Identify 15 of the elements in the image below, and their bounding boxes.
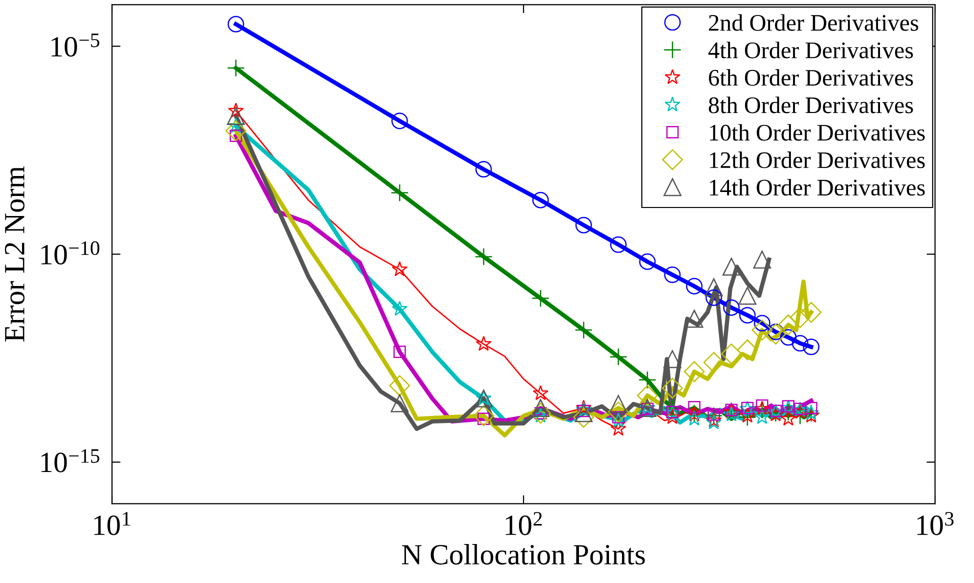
legend-label: 4th Order Derivatives	[708, 42, 913, 58]
legend-label: 10th Order Derivatives	[710, 124, 925, 141]
legend-label: 8th Order Derivatives	[708, 96, 913, 114]
legend-label: 14th Order Derivatives	[710, 179, 925, 196]
legend-label: 6th Order Derivatives	[708, 69, 913, 86]
x-axis-title: N Collocation Points	[402, 544, 645, 565]
x-tick-label: 10$^{2}$	[506, 512, 542, 536]
legend-label: 2nd Order Derivatives	[708, 14, 918, 31]
y-axis-title: Error L2 Norm	[4, 166, 25, 342]
y-tick-label: 10$^{−10}$	[41, 241, 100, 265]
x-tick-label: 10$^{3}$	[917, 512, 954, 536]
x-tick-label: 10$^{1}$	[94, 512, 130, 536]
y-tick-label: 10$^{−5}$	[52, 34, 100, 57]
y-tick-label: 10$^{−15}$	[41, 449, 100, 472]
legend-label: 12th Order Derivatives	[710, 152, 925, 168]
